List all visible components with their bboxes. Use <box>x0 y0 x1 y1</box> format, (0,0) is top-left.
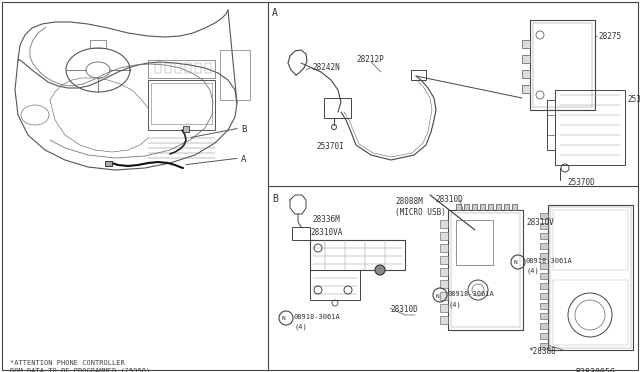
Bar <box>540 273 548 279</box>
Bar <box>540 333 548 339</box>
Bar <box>512 204 517 210</box>
Bar <box>540 223 548 229</box>
Bar <box>148 60 215 78</box>
Bar <box>205 63 211 73</box>
Bar <box>456 204 461 210</box>
Bar <box>440 292 448 300</box>
Bar <box>540 283 548 289</box>
Bar <box>151 83 212 124</box>
Bar <box>440 232 448 240</box>
Bar <box>183 126 189 132</box>
Bar <box>220 50 250 100</box>
Bar <box>448 210 523 330</box>
Text: B: B <box>272 194 278 204</box>
Bar <box>540 323 548 329</box>
Text: 25370D: 25370D <box>567 178 595 187</box>
Text: 25390G: 25390G <box>627 95 640 104</box>
Bar <box>472 204 477 210</box>
Bar <box>440 256 448 264</box>
Bar <box>105 161 112 166</box>
Bar <box>155 63 161 73</box>
Text: A: A <box>272 8 278 18</box>
Text: 28275: 28275 <box>598 32 621 41</box>
Text: (MICRO USB): (MICRO USB) <box>395 208 446 217</box>
Text: 28310D: 28310D <box>390 305 418 314</box>
Bar <box>553 210 628 270</box>
Bar <box>522 70 530 78</box>
Bar <box>540 343 548 349</box>
Text: 28310D: 28310D <box>435 195 463 204</box>
Bar <box>165 63 171 73</box>
Bar <box>547 100 555 115</box>
Text: 25370I: 25370I <box>316 142 344 151</box>
Text: N: N <box>436 294 440 298</box>
Text: 28212P: 28212P <box>356 55 384 64</box>
Bar <box>411 70 426 80</box>
Bar <box>488 204 493 210</box>
Text: A: A <box>241 155 246 164</box>
Text: 08918-3061A: 08918-3061A <box>294 314 340 320</box>
Text: (4): (4) <box>526 268 539 275</box>
Bar <box>540 263 548 269</box>
Text: B: B <box>241 125 246 134</box>
Bar <box>547 135 555 150</box>
Bar <box>550 207 631 348</box>
Text: 28310VA: 28310VA <box>310 228 342 237</box>
Bar <box>310 240 405 270</box>
Bar <box>522 85 530 93</box>
Bar <box>324 98 351 118</box>
Bar <box>496 204 501 210</box>
Bar <box>292 227 310 240</box>
Text: ROM DATA TO BE PROGRAMMED.(25958): ROM DATA TO BE PROGRAMMED.(25958) <box>10 368 150 372</box>
Bar <box>540 293 548 299</box>
Text: 08918-3061A: 08918-3061A <box>448 291 495 297</box>
Bar <box>464 204 469 210</box>
Text: 28310V: 28310V <box>526 218 554 227</box>
Bar <box>548 205 633 350</box>
Bar <box>440 316 448 324</box>
Bar <box>540 253 548 259</box>
Bar <box>540 243 548 249</box>
Text: 08918-3061A: 08918-3061A <box>526 258 573 264</box>
Text: 28088M: 28088M <box>395 197 423 206</box>
Bar <box>440 244 448 252</box>
Bar <box>310 270 360 300</box>
Text: 28336M: 28336M <box>312 215 340 224</box>
Bar <box>185 63 191 73</box>
Bar <box>440 220 448 228</box>
Bar <box>195 63 201 73</box>
Bar <box>540 213 548 219</box>
Text: (4): (4) <box>448 301 461 308</box>
Bar <box>456 220 493 265</box>
Bar <box>148 80 215 130</box>
Bar <box>451 213 520 327</box>
Text: N: N <box>282 317 285 321</box>
Bar <box>553 280 628 345</box>
Bar <box>540 303 548 309</box>
Text: 28242N: 28242N <box>312 63 340 72</box>
Bar <box>504 204 509 210</box>
Circle shape <box>375 265 385 275</box>
Text: R283005G: R283005G <box>575 368 615 372</box>
Bar <box>533 23 592 107</box>
Bar <box>540 233 548 239</box>
Bar <box>480 204 485 210</box>
Bar <box>175 63 181 73</box>
Bar <box>440 304 448 312</box>
Bar <box>440 268 448 276</box>
Text: *ATTENTION PHONE CONTROLLER: *ATTENTION PHONE CONTROLLER <box>10 360 125 366</box>
Text: N: N <box>514 260 518 266</box>
Text: *28388: *28388 <box>528 347 556 356</box>
Bar <box>522 40 530 48</box>
Bar <box>440 280 448 288</box>
Text: (4): (4) <box>294 324 307 330</box>
Bar <box>540 313 548 319</box>
Bar <box>522 55 530 63</box>
Bar <box>530 20 595 110</box>
